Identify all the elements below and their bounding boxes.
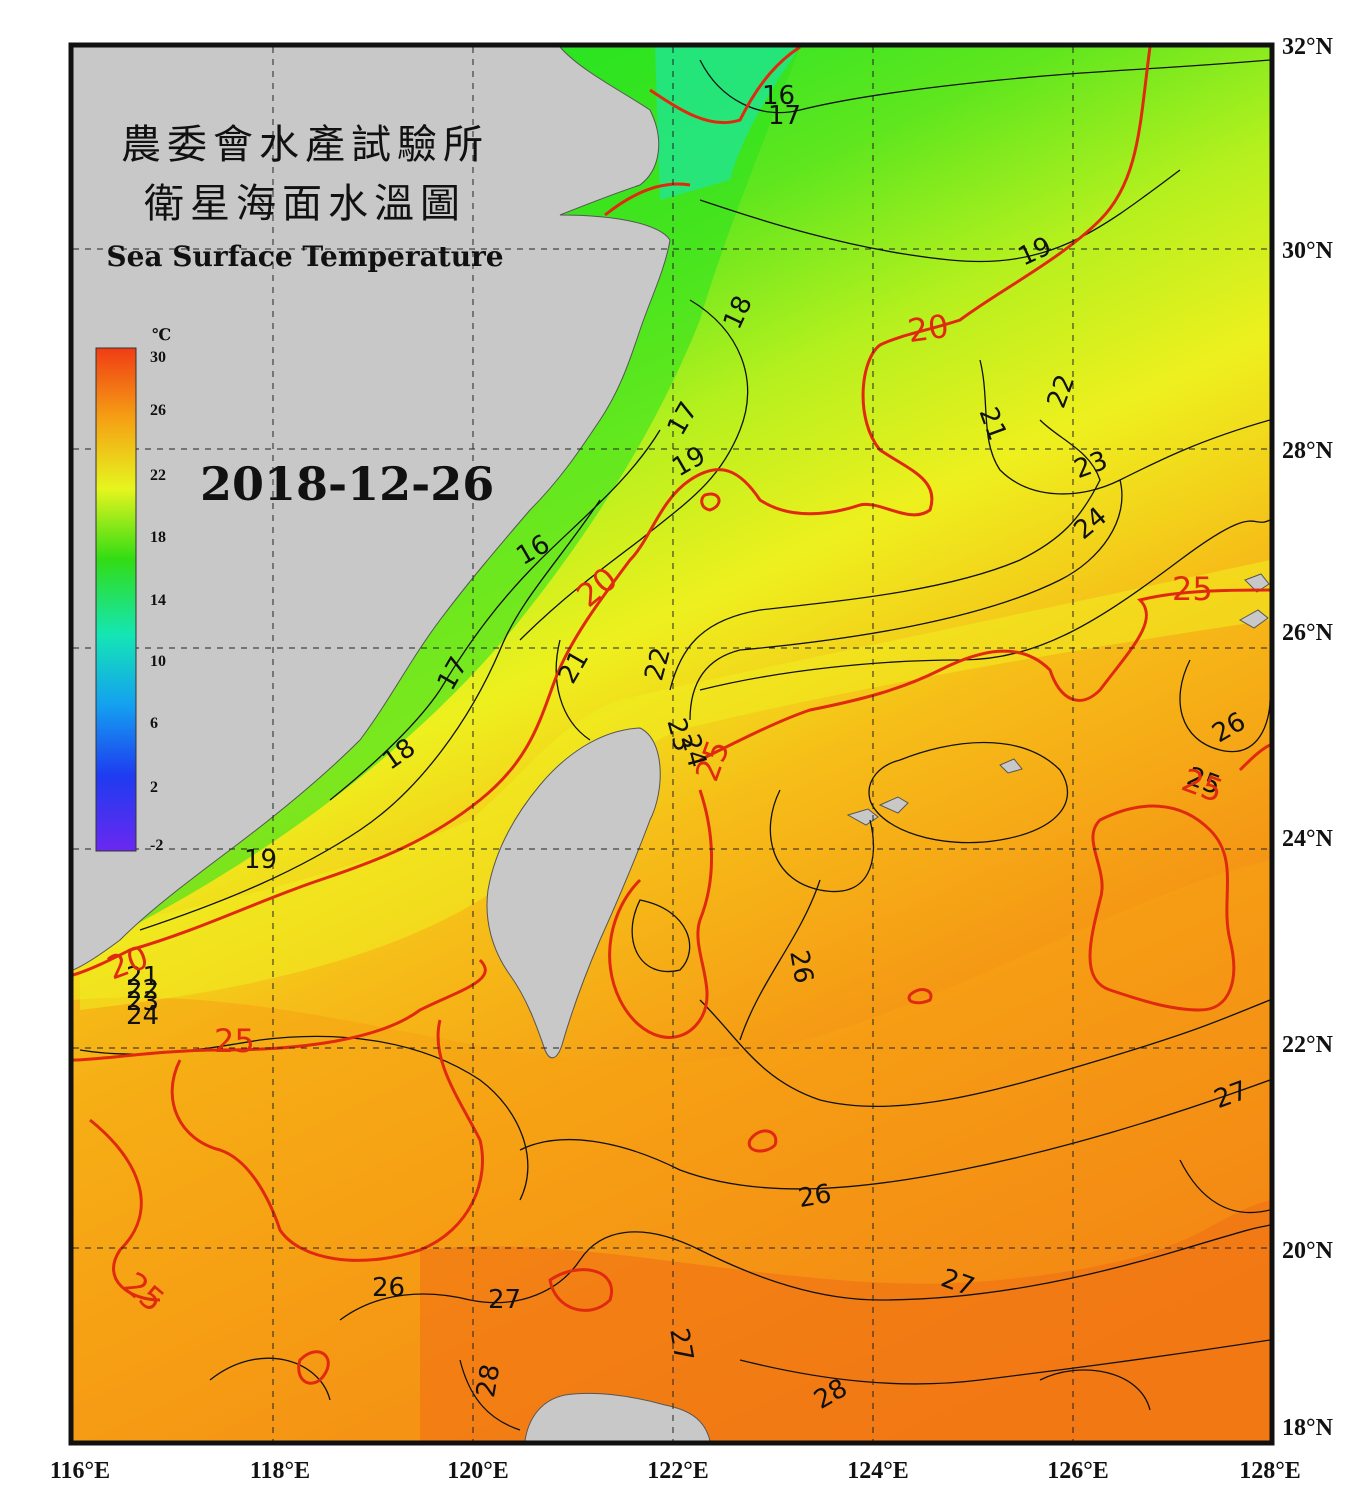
longitude-labels: 116°E 118°E 120°E 122°E 124°E 126°E 128°…: [50, 1458, 1301, 1484]
colorbar-tick: -2: [150, 837, 163, 854]
contour-label-red: 25: [214, 1022, 255, 1060]
contour-label: 23: [126, 987, 159, 1017]
contour-label: 28: [471, 1362, 506, 1400]
contour-label: 17: [768, 101, 801, 131]
contour-label-red: 25: [1172, 570, 1213, 608]
china-mainland: [73, 47, 671, 971]
taiwan-island: [486, 727, 661, 1059]
colorbar-tick: 18: [150, 529, 166, 546]
lon-label: 122°E: [647, 1458, 709, 1484]
lon-label: 126°E: [1047, 1458, 1109, 1484]
lon-label: 120°E: [447, 1458, 509, 1484]
contour-label: 26: [372, 1273, 405, 1303]
contour-label: 24: [126, 1001, 159, 1031]
colorbar-tick: 22: [150, 467, 166, 484]
map-area: 16 17 19 18 17 19 21 22 23 24 16 17 21 2…: [73, 47, 1270, 1441]
colorbar-tick: 2: [150, 779, 158, 796]
warmest-water-band: [420, 1200, 1270, 1441]
luzon-island: [524, 1392, 711, 1441]
title-line1: 農委會水產試驗所: [121, 122, 489, 168]
contour-labels-black: 16 17 19 18 17 19 21 22 23 24 16 17 21 2…: [126, 81, 1252, 1416]
lon-label: 128°E: [1239, 1458, 1301, 1484]
isotherm-20-25: [73, 47, 1270, 1385]
lat-label: 30°N: [1282, 238, 1334, 264]
contour-label: 26: [796, 1179, 834, 1214]
contour-label: 22: [126, 975, 159, 1005]
contour-label-red: 20: [905, 307, 951, 350]
contour-label: 19: [244, 845, 277, 875]
title-english: Sea Surface Temperature: [106, 240, 503, 273]
colorbar: ℃ 30 26 22 18 14 10 6 2 -2: [95, 327, 171, 854]
colorbar-tick: 6: [150, 715, 158, 732]
colorbar-tick: 14: [150, 592, 166, 609]
graticule: [73, 47, 1270, 1441]
lat-label: 20°N: [1282, 1238, 1334, 1264]
lat-label: 26°N: [1282, 620, 1334, 646]
transition-band: [80, 560, 1270, 1010]
lon-label: 118°E: [250, 1458, 310, 1484]
contour-label: 21: [126, 962, 159, 992]
contour-label: 16: [762, 81, 795, 111]
contour-label: 27: [488, 1285, 521, 1315]
lat-label: 18°N: [1282, 1415, 1334, 1441]
contour-label: 26: [783, 948, 818, 986]
colorbar-unit: ℃: [152, 327, 171, 344]
lon-label: 124°E: [847, 1458, 909, 1484]
title-line2: 衛星海面水溫圖: [144, 181, 466, 227]
latitude-labels: 32°N 30°N 28°N 26°N 24°N 22°N 20°N 18°N: [1282, 34, 1334, 1441]
ryukyu-islands: [846, 573, 1270, 826]
lat-label: 24°N: [1282, 826, 1334, 852]
date-label: 2018-12-26: [200, 457, 494, 511]
colorbar-scale: [95, 347, 137, 852]
lat-label: 28°N: [1282, 438, 1334, 464]
map-border: [68, 42, 1275, 1446]
lon-label: 116°E: [50, 1458, 110, 1484]
colorbar-tick: 10: [150, 653, 166, 670]
colorbar-tick: 30: [150, 349, 166, 366]
colorbar-tick: 26: [150, 402, 166, 419]
lat-label: 32°N: [1282, 34, 1334, 60]
lat-label: 22°N: [1282, 1032, 1334, 1058]
contour-label: 27: [663, 1326, 698, 1364]
